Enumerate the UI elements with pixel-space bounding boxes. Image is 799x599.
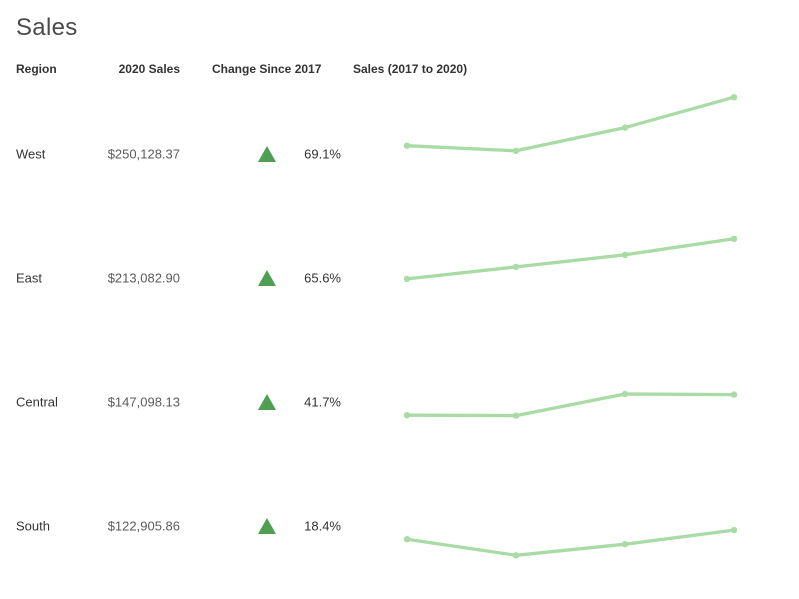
- column-header-2020-sales: 2020 Sales: [118, 62, 180, 76]
- sparkline-point[interactable]: [403, 275, 411, 283]
- region-label: South: [16, 518, 50, 533]
- change-percent: 18.4%: [304, 518, 341, 533]
- triangle-up-icon[interactable]: [258, 394, 276, 410]
- region-label: East: [16, 270, 43, 285]
- sparkline-point[interactable]: [621, 390, 629, 398]
- sparkline-point[interactable]: [512, 263, 520, 271]
- sparkline-east[interactable]: [405, 237, 736, 281]
- sparkline-point[interactable]: [621, 251, 629, 258]
- sparkline-south[interactable]: [405, 528, 736, 557]
- region-label: West: [16, 146, 46, 162]
- sparkline-point[interactable]: [512, 552, 520, 559]
- triangle-up-icon[interactable]: [258, 269, 276, 286]
- change-percent: 65.6%: [304, 270, 341, 285]
- sparkline-point[interactable]: [512, 147, 520, 154]
- sparkline-point[interactable]: [512, 412, 520, 419]
- sales-value: $147,098.13: [107, 394, 180, 410]
- sparkline-point[interactable]: [621, 124, 629, 131]
- triangle-up-icon[interactable]: [258, 146, 276, 162]
- change-percent: 41.7%: [304, 394, 341, 410]
- sparkline-point[interactable]: [403, 412, 411, 419]
- column-header-region: Region: [16, 62, 57, 76]
- sparkline-point[interactable]: [730, 94, 738, 101]
- triangle-up-icon[interactable]: [258, 517, 276, 534]
- sales-value: $250,128.37: [107, 146, 180, 162]
- sparkline-point[interactable]: [730, 526, 738, 534]
- column-header-sales-trend: Sales (2017 to 2020): [353, 62, 468, 76]
- page-title: Sales: [16, 14, 78, 41]
- column-header-change-since-2017: Change Since 2017: [212, 62, 322, 76]
- sparkline-point[interactable]: [730, 235, 738, 242]
- sparkline-central[interactable]: [405, 392, 736, 418]
- sparkline-point[interactable]: [403, 536, 411, 543]
- sparkline-point[interactable]: [403, 142, 411, 149]
- change-percent: 69.1%: [304, 146, 341, 162]
- sales-value: $122,905.86: [107, 518, 180, 533]
- sparkline-point[interactable]: [621, 541, 629, 548]
- sales-value: $213,082.90: [107, 270, 180, 285]
- sparkline-west[interactable]: [405, 95, 736, 153]
- sparkline-point[interactable]: [730, 391, 738, 398]
- region-label: Central: [16, 394, 58, 410]
